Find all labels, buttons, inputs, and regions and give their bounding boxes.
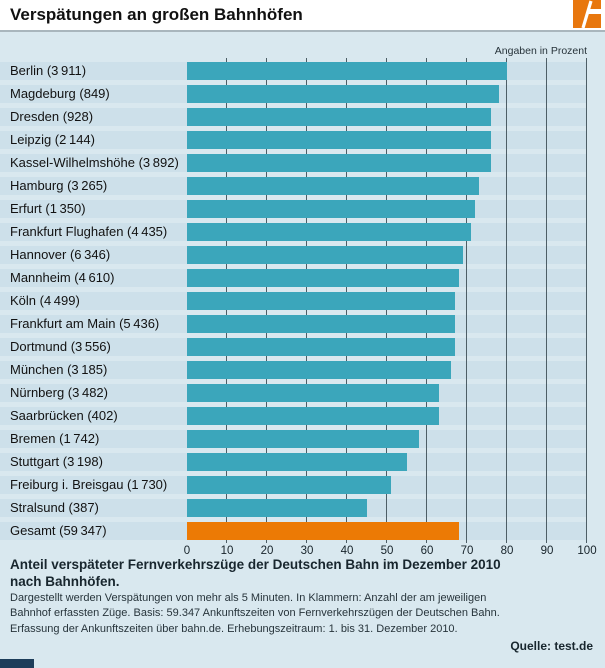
station-bar bbox=[187, 338, 455, 356]
methodology-note: Dargestellt werden Verspätungen von mehr… bbox=[10, 591, 500, 637]
x-tick-label: 50 bbox=[380, 545, 394, 557]
units-note: Angaben in Prozent bbox=[494, 45, 587, 57]
row-label: Erfurt (1 350) bbox=[10, 201, 86, 216]
caption-line-1: Anteil verspäteter Fernverkehrszüge der … bbox=[10, 557, 501, 572]
row-label: Frankfurt am Main (5 436) bbox=[10, 316, 160, 331]
row-label: Hamburg (3 265) bbox=[10, 178, 108, 193]
x-tick-label: 100 bbox=[577, 545, 597, 557]
gridline bbox=[506, 58, 507, 543]
x-tick-label: 0 bbox=[183, 545, 191, 557]
row-label: Köln (4 499) bbox=[10, 293, 80, 308]
gridline bbox=[466, 58, 467, 543]
header-bar: Verspätungen an großen Bahnhöfen bbox=[0, 0, 605, 32]
note-line-3: Erfassung der Ankunftszeiten über bahn.d… bbox=[10, 622, 458, 635]
station-bar bbox=[187, 407, 439, 425]
station-bar bbox=[187, 108, 491, 126]
row-label: Leipzig (2 144) bbox=[10, 132, 95, 147]
x-tick-label: 70 bbox=[460, 545, 474, 557]
row-label: Kassel-Wilhelmshöhe (3 892) bbox=[10, 155, 179, 170]
note-line-1: Dargestellt werden Verspätungen von mehr… bbox=[10, 592, 487, 604]
page-title: Verspätungen an großen Bahnhöfen bbox=[10, 5, 303, 24]
station-bar bbox=[187, 85, 499, 103]
station-bar bbox=[187, 246, 463, 264]
station-bar bbox=[187, 154, 491, 172]
row-label: Berlin (3 911) bbox=[10, 63, 87, 78]
gridline bbox=[586, 58, 587, 543]
logo-glyph bbox=[573, 0, 601, 29]
x-tick-label: 60 bbox=[420, 545, 434, 557]
x-tick-label: 20 bbox=[260, 545, 274, 557]
row-label: Stralsund (387) bbox=[10, 500, 99, 515]
gridline bbox=[546, 58, 547, 543]
row-label: Nürnberg (3 482) bbox=[10, 385, 108, 400]
station-bar bbox=[187, 361, 451, 379]
bottom-border-stub bbox=[0, 659, 34, 668]
station-bar bbox=[187, 177, 479, 195]
row-label: Gesamt (59 347) bbox=[10, 523, 107, 538]
row-label: Bremen (1 742) bbox=[10, 431, 100, 446]
station-bar bbox=[187, 200, 475, 218]
test-de-logo-icon bbox=[573, 0, 601, 29]
row-label: Hannover (6 346) bbox=[10, 247, 111, 262]
station-bar bbox=[187, 315, 455, 333]
row-label: Dresden (928) bbox=[10, 109, 94, 124]
station-bar bbox=[187, 269, 459, 287]
row-label: Saarbrücken (402) bbox=[10, 408, 118, 423]
station-bar bbox=[187, 476, 391, 494]
note-line-2: Bahnhof erfassten Züge. Basis: 59.347 An… bbox=[10, 607, 500, 620]
row-label: Mannheim (4 610) bbox=[10, 270, 115, 285]
x-tick-label: 30 bbox=[300, 545, 314, 557]
row-label: Stuttgart (3 198) bbox=[10, 454, 103, 469]
row-label: Magdeburg (849) bbox=[10, 86, 110, 101]
row-label: München (3 185) bbox=[10, 362, 108, 377]
row-label: Dortmund (3 556) bbox=[10, 339, 111, 354]
row-label: Freiburg i. Breisgau (1 730) bbox=[10, 477, 168, 492]
station-bar bbox=[187, 453, 407, 471]
station-bar bbox=[187, 430, 419, 448]
x-tick-label: 80 bbox=[500, 545, 514, 557]
station-bar bbox=[187, 384, 439, 402]
chart-caption: Anteil verspäteter Fernverkehrszüge der … bbox=[10, 556, 501, 590]
x-tick-label: 10 bbox=[220, 545, 234, 557]
station-bar bbox=[187, 62, 507, 80]
x-tick-label: 40 bbox=[340, 545, 354, 557]
station-bar bbox=[187, 223, 471, 241]
station-bar bbox=[187, 499, 367, 517]
total-bar bbox=[187, 522, 459, 540]
row-label: Frankfurt Flughafen (4 435) bbox=[10, 224, 168, 239]
station-bar bbox=[187, 131, 491, 149]
caption-line-2: nach Bahnhöfen. bbox=[10, 574, 120, 589]
station-bar bbox=[187, 292, 455, 310]
x-tick-label: 90 bbox=[540, 545, 554, 557]
source-credit: Quelle: test.de bbox=[510, 639, 593, 653]
